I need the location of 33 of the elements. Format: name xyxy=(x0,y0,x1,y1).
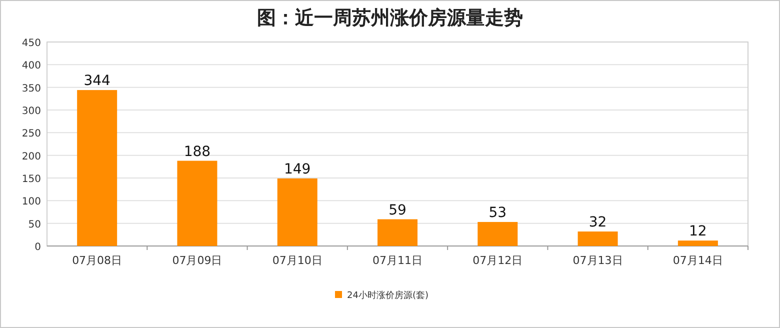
data-label: 32 xyxy=(588,214,607,230)
y-tick-label: 150 xyxy=(22,174,41,185)
data-label: 344 xyxy=(84,73,111,90)
x-tick-label: 07月08日 xyxy=(72,254,122,267)
bar xyxy=(177,160,218,246)
y-tick-label: 450 xyxy=(22,38,41,49)
y-tick-label: 400 xyxy=(22,60,41,72)
y-tick-label: 250 xyxy=(22,128,41,140)
x-tick-label: 07月14日 xyxy=(672,254,723,267)
data-label: 149 xyxy=(284,161,311,178)
x-tick-label: 07月11日 xyxy=(372,254,422,267)
x-tick-label: 07月09日 xyxy=(172,254,222,267)
y-tick-label: 300 xyxy=(22,106,41,117)
bar xyxy=(578,231,618,246)
chart-title: 图：近一周苏州涨价房源量走势 xyxy=(257,7,523,29)
bar xyxy=(678,240,718,246)
x-tick-label: 07月10日 xyxy=(272,254,322,267)
x-tick-label: 07月13日 xyxy=(572,254,623,267)
y-tick-label: 350 xyxy=(22,83,41,94)
y-tick-label: 200 xyxy=(22,151,41,162)
bar xyxy=(77,90,118,246)
y-tick-label: 50 xyxy=(28,219,41,230)
y-tick-label: 100 xyxy=(22,196,41,208)
legend-label: 24小时涨价房源(套) xyxy=(347,290,428,301)
data-label: 59 xyxy=(388,202,406,218)
y-tick-label: 0 xyxy=(34,242,41,253)
bar xyxy=(378,219,418,246)
x-tick-label: 07月12日 xyxy=(472,254,523,267)
data-label: 188 xyxy=(184,144,211,160)
bar xyxy=(277,178,318,246)
data-label: 53 xyxy=(488,204,507,221)
data-label: 12 xyxy=(689,224,707,240)
bar xyxy=(478,222,518,246)
